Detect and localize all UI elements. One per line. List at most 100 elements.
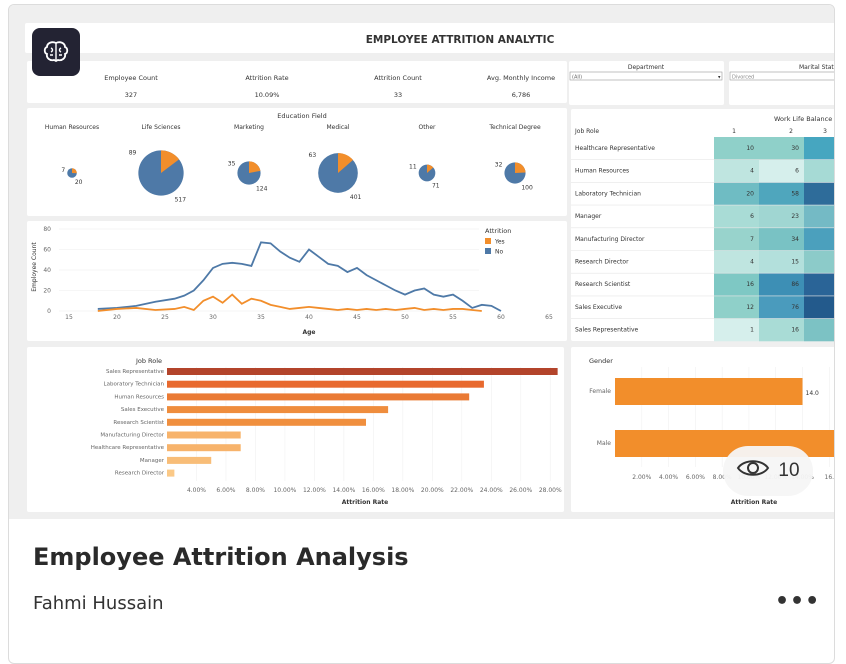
heatmap-val-1-1: 4	[750, 168, 754, 175]
heatmap-cell-1-2	[714, 182, 759, 206]
pie-no-label-3: 401	[350, 194, 362, 201]
heatmap-cell-1-5	[714, 250, 759, 274]
dashboard-card[interactable]: EMPLOYEE ATTRITION ANALYTIC Employee Coun…	[8, 4, 835, 664]
line-xtick-6: 45	[353, 314, 361, 321]
dashboard-thumbnail[interactable]: EMPLOYEE ATTRITION ANALYTIC Employee Coun…	[9, 5, 835, 519]
pie-no-label-1: 517	[175, 197, 187, 204]
heatmap-val-2-1: 6	[795, 168, 799, 175]
line-xtick-8: 55	[449, 314, 457, 321]
heatmap-cell-2-1	[759, 159, 804, 183]
heatmap-cell-2-3	[759, 205, 804, 228]
line-xtick-0: 15	[65, 314, 73, 321]
kpi-value-0: 327	[125, 91, 137, 99]
heatmap-row-label-0: Healthcare Representative	[575, 145, 655, 152]
legend-label-1: No	[495, 249, 503, 256]
bar-label-6: Healthcare Representative	[91, 445, 165, 451]
bar-xtick-5: 14.00%	[332, 487, 355, 494]
heatmap-col-1: 2	[789, 128, 793, 135]
bar-label-3: Sales Executive	[121, 407, 165, 413]
bar-xtick-12: 28.00%	[539, 487, 562, 494]
heatmap-cell-2-8	[759, 318, 804, 342]
heatmap-row-label-6: Research Scientist	[575, 281, 631, 288]
heatmap-row-header: Job Role	[574, 128, 599, 135]
card-title[interactable]: Employee Attrition Analysis	[33, 543, 409, 571]
gender-xtick-1: 4.00%	[659, 474, 678, 481]
heatmap-col-2: 3	[823, 128, 827, 135]
heatmap-cell-3-5	[804, 250, 834, 274]
heatmap-val-2-8: 16	[791, 327, 799, 334]
job-role-bar-8	[167, 469, 175, 477]
legend-label-0: Yes	[494, 239, 505, 246]
heatmap-cell-2-4	[759, 227, 804, 251]
heatmap-val-2-0: 30	[791, 145, 799, 152]
kpi-label-1: Attrition Rate	[245, 74, 288, 82]
card-author[interactable]: Fahmi Hussain	[33, 593, 164, 614]
heatmap-val-1-7: 12	[746, 304, 754, 311]
bar-xtick-10: 24.00%	[480, 487, 503, 494]
gender-xtick-7: 16.	[825, 474, 835, 481]
pie-yes-slice-5	[515, 162, 526, 173]
education-field-label-1: Life Sciences	[141, 124, 180, 131]
line-xtick-5: 40	[305, 314, 313, 321]
kpi-value-3: 6,786	[512, 91, 531, 99]
line-xtick-1: 20	[113, 314, 121, 321]
pie-yes-label-0: 7	[61, 167, 65, 174]
pie-no-label-5: 100	[521, 185, 533, 192]
heatmap-cell-2-0	[759, 137, 804, 160]
department-select-caret-icon: ▾	[718, 75, 721, 81]
more-options-button[interactable]: •••	[775, 589, 821, 614]
heatmap-cell-1-3	[714, 205, 759, 228]
pie-yes-slice-1	[161, 150, 180, 173]
heatmap-title: Work Life Balance	[774, 115, 832, 123]
heatmap-row-label-2: Laboratory Technician	[575, 190, 641, 197]
heatmap-row-label-1: Human Resources	[575, 168, 629, 175]
pie-no-label-4: 71	[432, 182, 440, 189]
department-select-value: (All)	[572, 75, 582, 81]
line-xtick-4: 35	[257, 314, 265, 321]
marital-filter-label: Marital Status	[799, 64, 835, 71]
line-ytick-2: 40	[43, 267, 51, 274]
job-role-bar-0	[167, 368, 558, 375]
kpi-label-3: Avg. Monthly Income	[487, 74, 555, 82]
job-role-bar-4	[167, 418, 366, 426]
eye-icon	[736, 458, 770, 484]
gender-label-1: Male	[597, 440, 612, 447]
heatmap-cell-2-2	[759, 182, 804, 206]
heatmap-row-label-3: Manager	[575, 213, 602, 220]
line-xlabel: Age	[302, 329, 315, 336]
bar-label-0: Sales Representative	[106, 369, 165, 375]
pie-no-label-0: 20	[75, 179, 83, 186]
bar-label-8: Research Director	[115, 471, 165, 477]
education-title: Education Field	[277, 112, 326, 120]
heatmap-val-1-2: 20	[746, 190, 754, 197]
heatmap-cell-2-7	[759, 295, 804, 319]
bar-xtick-3: 10.00%	[273, 487, 296, 494]
pie-no-label-2: 124	[256, 186, 268, 193]
gender-bar-0	[615, 378, 803, 405]
job-role-bar-7	[167, 456, 212, 464]
heatmap-val-1-4: 7	[750, 236, 754, 243]
title-bar	[25, 23, 834, 53]
education-field-label-0: Human Resources	[45, 124, 99, 131]
bar-chart-title: Job Role	[135, 357, 162, 365]
bar-xtick-4: 12.00%	[303, 487, 326, 494]
department-select	[569, 71, 723, 81]
heatmap-val-2-7: 76	[791, 304, 799, 311]
job-role-bar-3	[167, 406, 389, 414]
kpi-value-2: 33	[394, 91, 402, 99]
heatmap-row-label-5: Research Director	[575, 259, 629, 266]
pie-yes-slice-3	[338, 153, 353, 173]
view-count-badge: 10	[723, 446, 813, 496]
kpi-label-0: Employee Count	[104, 74, 158, 82]
heatmap-cell-3-2	[804, 182, 834, 206]
line-ylabel: Employee Count	[31, 242, 38, 292]
heatmap-row-label-8: Sales Representative	[575, 327, 639, 334]
heatmap-val-1-8: 1	[750, 327, 754, 334]
department-filter-label: Department	[628, 64, 665, 71]
gender-female-value: 14.0	[806, 390, 820, 397]
kpi-label-2: Attrition Count	[374, 74, 422, 82]
job-role-bar-5	[167, 431, 241, 439]
heatmap-cell-1-6	[714, 273, 759, 296]
heatmap-cell-1-8	[714, 318, 759, 342]
brain-logo-icon	[32, 28, 80, 76]
